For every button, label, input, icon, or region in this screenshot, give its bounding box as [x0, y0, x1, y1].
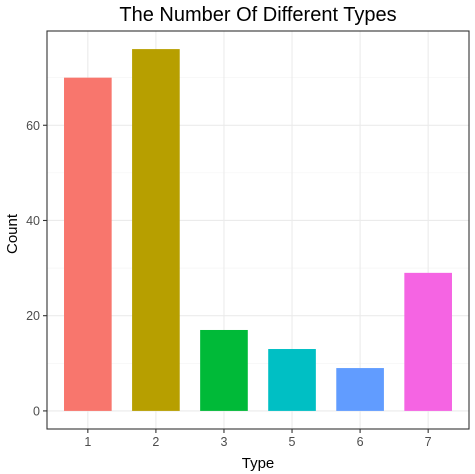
x-tick-label: 2 [152, 435, 159, 449]
bar-1 [64, 77, 112, 411]
x-axis-title: Type [242, 455, 275, 472]
y-tick-label: 0 [33, 404, 40, 418]
bar-5 [268, 349, 316, 411]
x-tick-label: 5 [289, 435, 296, 449]
y-tick-label: 60 [26, 119, 40, 133]
y-tick-label: 20 [26, 309, 40, 323]
x-tick-label: 3 [220, 435, 227, 449]
x-tick-label: 1 [84, 435, 91, 449]
bar-2 [132, 49, 180, 411]
x-tick-label: 7 [425, 435, 432, 449]
x-tick-label: 6 [357, 435, 364, 449]
bar-6 [336, 368, 384, 411]
y-axis-title: Count [4, 213, 21, 254]
chart-title: The Number Of Different Types [119, 4, 396, 26]
bar-3 [200, 329, 248, 411]
y-tick-label: 40 [26, 214, 40, 228]
plot-panel: 0 20 40 60 1 2 3 5 6 7 [26, 30, 470, 449]
panel-border [46, 30, 470, 430]
bar-7 [404, 272, 452, 411]
